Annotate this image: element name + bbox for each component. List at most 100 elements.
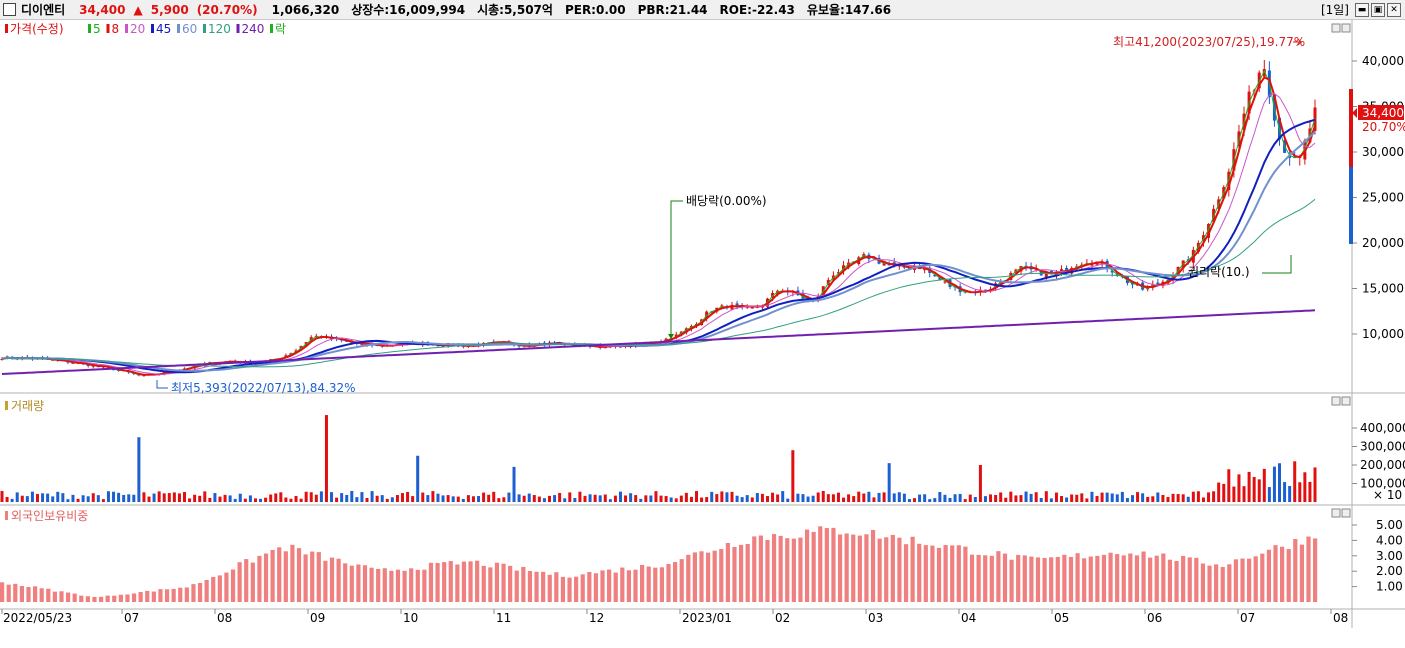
foreign-bar xyxy=(521,566,526,602)
volume-bar xyxy=(188,498,192,502)
volume-bar xyxy=(1196,491,1200,502)
foreign-bar xyxy=(329,557,335,602)
foreign-bar xyxy=(600,570,605,602)
volume-bar xyxy=(335,497,339,502)
volume-bars xyxy=(0,415,1317,502)
pane-close-icon[interactable] xyxy=(1341,508,1351,518)
legend-swatch xyxy=(203,24,206,33)
foreign-bar xyxy=(1128,553,1133,602)
legend-swatch xyxy=(177,24,180,33)
pane-close-icon[interactable] xyxy=(1341,23,1351,33)
volume-bar xyxy=(983,496,987,502)
foreign-bar xyxy=(1233,559,1239,602)
time-tick-label: 2023/01 xyxy=(682,611,732,625)
foreign-bar xyxy=(758,535,763,602)
volume-bar xyxy=(918,494,922,502)
time-tick-label: 09 xyxy=(310,611,325,625)
foreign-bar xyxy=(1174,561,1179,602)
volume-bar xyxy=(1252,476,1256,502)
foreign-bar xyxy=(13,583,18,602)
volume-bar xyxy=(1080,493,1084,502)
legend-swatch xyxy=(5,24,8,33)
foreign-bar xyxy=(508,565,513,602)
foreign-bar xyxy=(415,569,420,602)
foreign-bar xyxy=(956,545,961,602)
legend-swatch xyxy=(151,24,154,33)
close-icon[interactable]: ✕ xyxy=(1387,2,1401,17)
foreign-bar xyxy=(1167,559,1173,602)
pane-close-icon[interactable] xyxy=(1341,396,1351,406)
candle-body xyxy=(943,281,947,283)
volume-bar xyxy=(61,493,65,502)
period-selector[interactable]: [1일] xyxy=(1320,3,1349,17)
foreign-bar xyxy=(554,572,559,602)
foreign-bar xyxy=(1055,556,1060,602)
foreign-bar xyxy=(316,552,321,602)
stock-name[interactable]: 디이엔티 xyxy=(21,3,66,17)
foreign-bar xyxy=(376,568,381,602)
pbr-value: PBR:21.44 xyxy=(637,2,708,17)
volume-bar xyxy=(1039,498,1043,502)
volume-bar xyxy=(710,491,714,502)
volume-bar xyxy=(46,493,50,502)
foreign-bar xyxy=(712,550,717,602)
volume-bar xyxy=(142,492,146,502)
volume-bar xyxy=(578,491,582,502)
volume-bar xyxy=(684,492,688,502)
foreign-bar xyxy=(692,552,697,602)
volume-bar xyxy=(20,495,24,502)
restore-icon[interactable]: ▣ xyxy=(1371,2,1385,17)
volume-bar xyxy=(1024,491,1028,502)
time-tick-label: 04 xyxy=(961,611,976,625)
volume-bar xyxy=(309,492,313,502)
volume-bar xyxy=(745,495,749,502)
candle-body xyxy=(923,268,927,271)
foreign-bar xyxy=(79,595,84,602)
time-tick-label: 02 xyxy=(775,611,790,625)
volume-bar xyxy=(279,492,283,502)
volume-bar xyxy=(765,496,769,502)
candle-body xyxy=(1227,171,1231,190)
volume-bar xyxy=(1288,485,1292,502)
foreign-bar xyxy=(705,552,711,602)
volume-bar xyxy=(152,493,156,502)
foreign-bar xyxy=(131,593,137,602)
foreign-bar xyxy=(501,563,506,602)
volume-bar xyxy=(203,491,207,502)
foreign-bar xyxy=(560,576,566,602)
volume-bar xyxy=(213,493,217,502)
foreign-bar xyxy=(138,591,143,602)
volume-bar xyxy=(654,491,658,502)
minimize-icon[interactable]: ▬ xyxy=(1355,2,1369,17)
foreign-bar xyxy=(349,565,354,602)
volume-bar xyxy=(573,498,577,502)
foreign-bar xyxy=(851,534,856,602)
trade-volume: 1,066,320 xyxy=(271,2,340,17)
volume-unit-label: × 10 xyxy=(1373,488,1402,502)
foreign-bar xyxy=(1161,553,1166,602)
foreign-bar xyxy=(804,529,810,602)
foreign-bar xyxy=(791,538,796,602)
volume-bar xyxy=(340,493,344,502)
volume-bar xyxy=(264,497,268,502)
pane-minimize-icon[interactable] xyxy=(1331,23,1341,33)
volume-bar xyxy=(842,497,846,502)
volume-bar xyxy=(781,491,785,502)
candle-body xyxy=(1060,269,1064,272)
pane-minimize-icon[interactable] xyxy=(1331,508,1341,518)
volume-bar xyxy=(10,498,14,502)
pane-minimize-icon[interactable] xyxy=(1331,396,1341,406)
checkbox-icon[interactable] xyxy=(3,3,16,16)
price-change-pct: (20.70%) xyxy=(196,2,258,17)
volume-bar xyxy=(487,494,491,502)
foreign-bar xyxy=(369,567,374,602)
volume-bar xyxy=(938,491,942,502)
change-arrow-icon: ▲ xyxy=(133,2,143,17)
volume-bar xyxy=(431,491,435,502)
volume-bar xyxy=(1313,467,1317,502)
stock-chart[interactable]: 가격(수정) 5 8 20 45 60 120 240 락 거래량 외국인보유비중 40,000… xyxy=(0,20,1405,648)
volume-bar xyxy=(1019,495,1023,502)
volume-bar xyxy=(1141,493,1145,502)
volume-bar xyxy=(502,497,506,502)
volume-bar xyxy=(532,495,536,502)
